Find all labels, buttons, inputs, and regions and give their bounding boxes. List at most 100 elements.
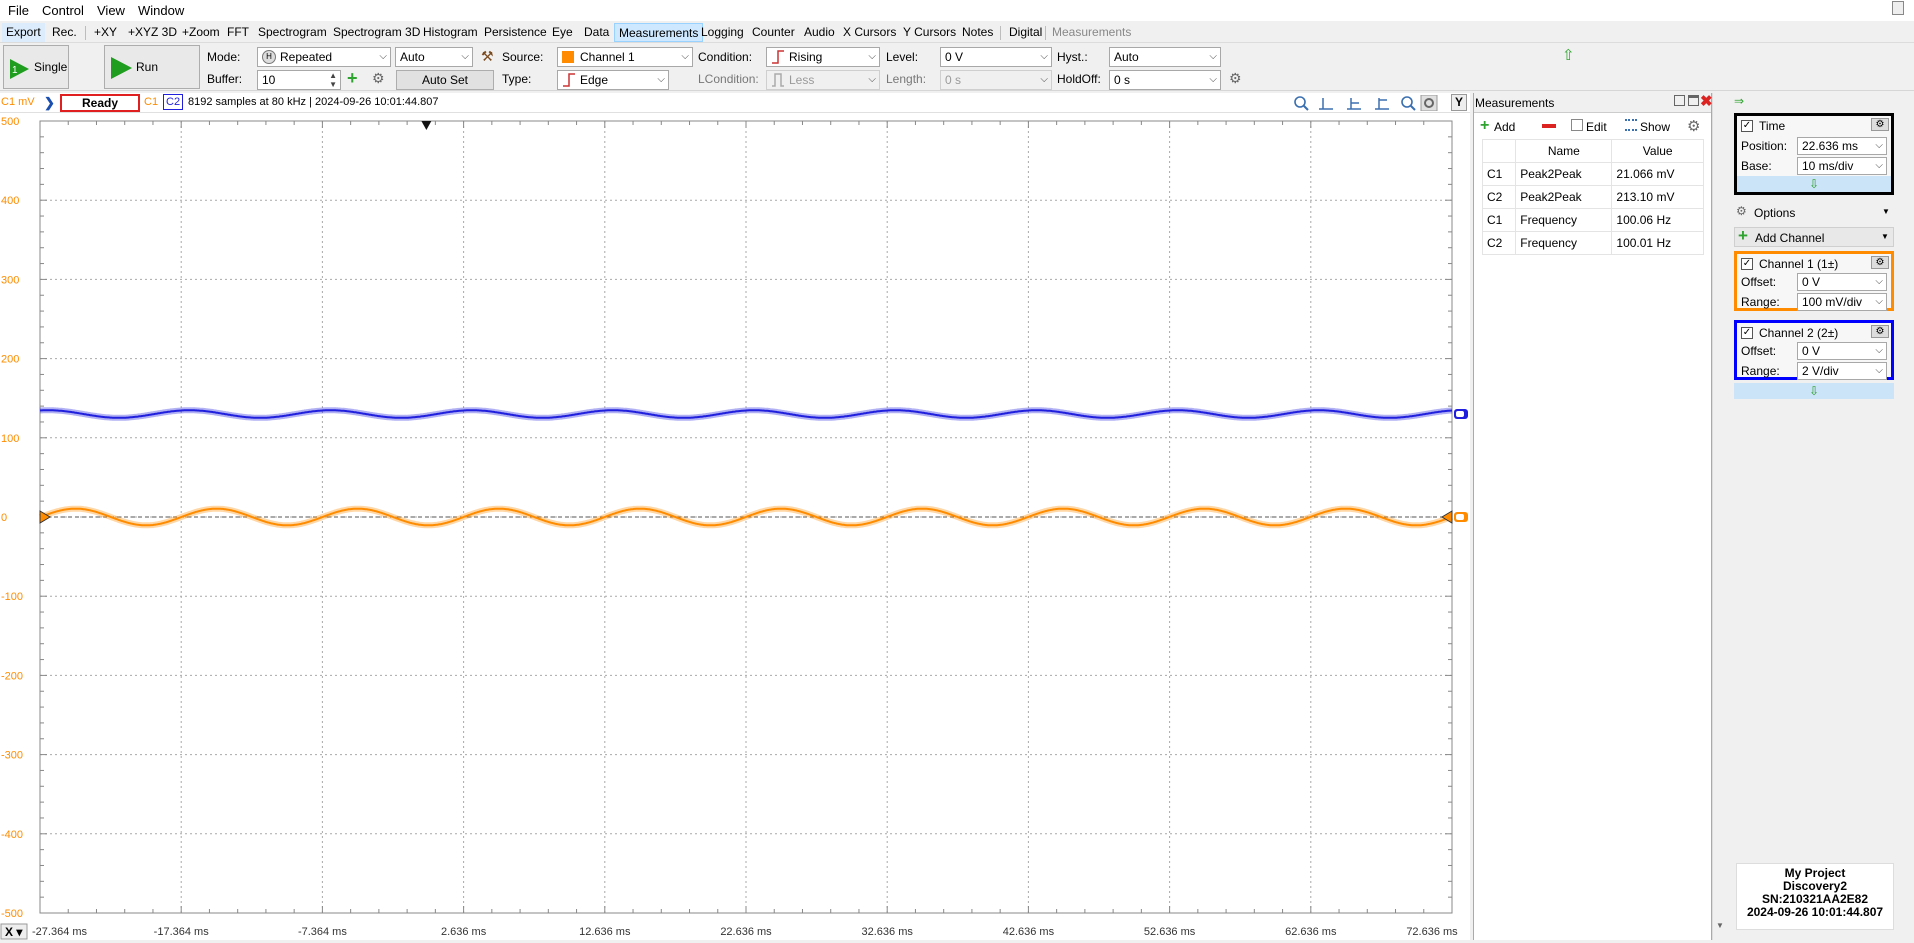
oscilloscope-chart[interactable]: 500 400 300 200 100 0 -100 -200 -300 -400 -500 -27.… (0, 113, 1470, 940)
measurements-settings-gear-icon[interactable]: ⚙ (1687, 118, 1701, 135)
scroll-down-icon[interactable]: ▼ (1716, 921, 1724, 930)
channel1-range-select[interactable]: 100 mV/div ⌵ (1797, 293, 1887, 311)
buffer-spinbox[interactable]: 10 ▲ ▼ (257, 70, 341, 90)
single-button[interactable]: 1 Single (3, 45, 69, 89)
tab-fft[interactable]: FFT (227, 25, 249, 39)
trigger-position-marker[interactable] (421, 121, 432, 130)
options-row[interactable]: ⚙ Options ▼ (1734, 203, 1894, 223)
expand-chevron-icon[interactable]: ❯ (44, 95, 55, 110)
menu-window[interactable]: Window (138, 3, 185, 18)
add-measurement-button[interactable]: Add (1494, 120, 1516, 134)
row-value: 213.10 mV (1611, 185, 1704, 209)
channel1-settings-gear-icon[interactable]: ⚙ (1871, 256, 1889, 269)
length-select[interactable]: 0 s ⌵ (940, 70, 1052, 90)
tab-measurements[interactable]: Measurements (614, 23, 704, 42)
base-select[interactable]: 10 ms/div ⌵ (1797, 157, 1887, 175)
channel1-offset-select[interactable]: 0 V ⌵ (1797, 273, 1887, 291)
position-select[interactable]: 22.636 ms ⌵ (1797, 137, 1887, 155)
table-row[interactable]: C2 Peak2Peak 213.10 mV (1481, 185, 1704, 209)
zoom-fit-icon[interactable] (1375, 98, 1389, 110)
zoom-in-icon[interactable] (1294, 96, 1309, 111)
channel1-checkbox[interactable]: ✓ (1741, 258, 1753, 270)
table-row[interactable]: C1 Frequency 100.06 Hz (1481, 208, 1704, 232)
auto-set-button[interactable]: Auto Set (396, 70, 494, 90)
maximize-panel-icon[interactable] (1688, 95, 1699, 106)
trace-c1[interactable] (39, 507, 1453, 527)
x-axis-toggle-button[interactable] (0, 923, 28, 940)
restore-panel-icon[interactable] (1674, 95, 1685, 106)
tab-spectrogram-3d[interactable]: Spectrogram 3D (333, 25, 421, 39)
remove-measurement-icon[interactable] (1542, 124, 1556, 128)
channel2-checkbox[interactable]: ✓ (1741, 327, 1753, 339)
tab-persistence[interactable]: Persistence (484, 25, 547, 39)
edit-icon[interactable] (1571, 119, 1583, 131)
restore-icon[interactable] (1892, 1, 1904, 15)
tab-x-cursors[interactable]: X Cursors (843, 25, 897, 39)
show-measurements-button[interactable]: Show (1640, 120, 1671, 134)
tab-rec[interactable]: Rec. (52, 25, 77, 39)
mode-select[interactable]: H Repeated ⌵ (257, 47, 391, 67)
menu-view[interactable]: View (97, 3, 125, 18)
y-axis-toggle-button[interactable]: Y (1451, 94, 1467, 111)
tab-export[interactable]: Export (2, 23, 45, 42)
zoom-x-icon[interactable] (1319, 98, 1333, 110)
trigger-type-select[interactable]: Edge ⌵ (557, 70, 669, 90)
close-panel-icon[interactable]: ✖ (1700, 93, 1713, 110)
level-select[interactable]: 0 V ⌵ (940, 47, 1052, 67)
tab-measurements-logic[interactable]: Measurements (1052, 25, 1132, 39)
tab-histogram[interactable]: Histogram (423, 25, 478, 39)
tab-audio[interactable]: Audio (804, 25, 835, 39)
menu-file[interactable]: File (8, 3, 29, 18)
tab-xyz-3d[interactable]: +XYZ 3D (128, 25, 178, 39)
trigger-level-marker-right[interactable] (1441, 510, 1453, 524)
edit-measurement-button[interactable]: Edit (1586, 120, 1607, 134)
add-channel-button[interactable]: + Add Channel ▼ (1734, 226, 1894, 247)
channel2-tag[interactable]: C2 (163, 94, 184, 110)
tab-notes[interactable]: Notes (962, 25, 994, 39)
source-value: Channel 1 (580, 50, 635, 64)
tab-spectrogram[interactable]: Spectrogram (258, 25, 327, 39)
time-checkbox[interactable]: ✓ (1741, 120, 1753, 132)
measurements-scrollbar[interactable]: ▼ (1712, 93, 1726, 940)
tab-zoom[interactable]: +Zoom (182, 25, 220, 39)
collapse-right-arrow-icon[interactable]: ⇒ (1734, 94, 1745, 108)
channel1-tag[interactable]: C1 (144, 96, 159, 108)
plot-settings-gear-icon[interactable] (1420, 95, 1438, 111)
time-expand-bar[interactable]: ⇩ (1737, 176, 1891, 192)
trigger-settings-gear-icon[interactable]: ⚙ (1229, 70, 1242, 86)
add-measurement-icon[interactable]: + (1480, 117, 1490, 134)
menu-control[interactable]: Control (42, 3, 84, 18)
tab-xy[interactable]: +XY (94, 25, 118, 39)
source-select[interactable]: Channel 1 ⌵ (557, 47, 693, 67)
tab-y-cursors[interactable]: Y Cursors (903, 25, 957, 39)
tab-logging[interactable]: Logging (701, 25, 744, 39)
condition-select[interactable]: Rising ⌵ (766, 47, 880, 67)
time-settings-gear-icon[interactable]: ⚙ (1871, 118, 1889, 131)
table-row[interactable]: C1 Peak2Peak 21.066 mV (1481, 162, 1704, 186)
table-row[interactable]: C2 Frequency 100.01 Hz (1481, 231, 1704, 255)
tab-digital[interactable]: Digital (1009, 25, 1043, 39)
gear-icon[interactable]: ⚙ (372, 70, 385, 86)
lcondition-select[interactable]: Less ⌵ (766, 70, 880, 90)
y-tick-label: 300 (1, 274, 19, 286)
scope-plot[interactable]: 500 400 300 200 100 0 -100 -200 -300 -400 -500 -27.… (0, 113, 1470, 940)
holdoff-select[interactable]: 0 s ⌵ (1109, 70, 1221, 90)
trigger-auto-select[interactable]: Auto ⌵ (395, 47, 473, 67)
run-button[interactable]: Run (104, 45, 200, 89)
tab-counter[interactable]: Counter (752, 25, 795, 39)
channel2-offset-select[interactable]: 0 V ⌵ (1797, 342, 1887, 360)
collapse-toolbar-arrow-icon[interactable]: ⇧ (1562, 47, 1575, 64)
channel2-offset-label: Offset: (1741, 344, 1777, 358)
channels-expand-bar[interactable]: ⇩ (1734, 383, 1894, 399)
tab-data[interactable]: Data (584, 25, 610, 39)
trigger-level-marker-left[interactable] (39, 510, 51, 524)
hammer-icon[interactable]: ⚒ (481, 48, 494, 64)
channel2-settings-gear-icon[interactable]: ⚙ (1871, 325, 1889, 338)
add-icon[interactable]: + (347, 68, 358, 88)
zoom-search-icon[interactable] (1401, 96, 1416, 111)
trace-c2[interactable] (39, 409, 1453, 419)
hysteresis-select[interactable]: Auto ⌵ (1109, 47, 1221, 67)
zoom-y-icon[interactable] (1347, 98, 1361, 110)
channel2-range-select[interactable]: 2 V/div ⌵ (1797, 362, 1887, 380)
tab-eye[interactable]: Eye (552, 25, 573, 39)
